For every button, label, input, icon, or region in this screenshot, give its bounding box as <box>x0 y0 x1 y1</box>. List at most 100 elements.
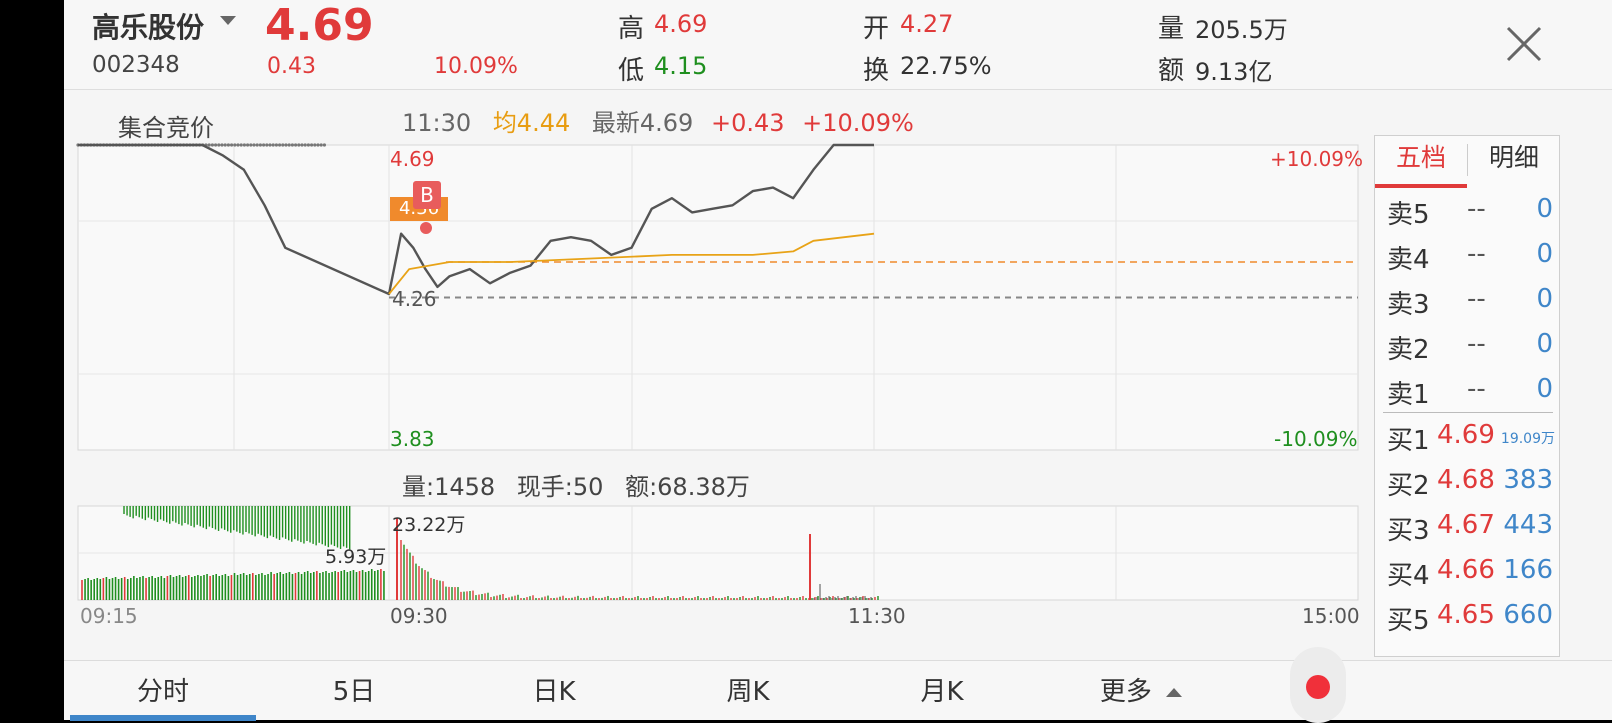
order-book-panel: 五档 明细 卖5 -- 0 卖4 -- 0 卖3 -- 0 卖2 -- 0 卖1… <box>1374 135 1560 657</box>
tab-intraday[interactable]: 分时 <box>136 677 189 707</box>
current-price: 4.69 <box>265 0 374 51</box>
ask-row-4: 卖4 -- 0 <box>1375 233 1561 278</box>
auction-price-dot <box>265 143 269 147</box>
tab-monthly-k[interactable]: 月K <box>920 677 964 707</box>
bid-price: 4.66 <box>1437 555 1495 585</box>
bid-row-5: 买5 4.65 660 <box>1375 594 1561 639</box>
book-divider <box>1383 412 1553 413</box>
info-avg: 均4.44 <box>492 109 571 137</box>
auction-price-dot <box>236 143 240 147</box>
stock-code: 002348 <box>92 52 180 78</box>
ask-label: 卖1 <box>1387 380 1430 410</box>
pct-high-label: +10.09% <box>1270 147 1364 171</box>
auction-price-dot <box>313 143 317 147</box>
ask-label: 卖2 <box>1387 335 1430 365</box>
auction-price-dot <box>316 143 320 147</box>
auction-price-dot <box>319 143 323 147</box>
auction-price-dot <box>306 143 310 147</box>
high-value: 4.69 <box>654 10 708 38</box>
auction-price-dot <box>322 143 326 147</box>
active-tab-indicator <box>70 715 256 721</box>
turnover-label: 换 <box>863 56 890 86</box>
bid-price: 4.69 <box>1437 420 1495 450</box>
auction-price-dot <box>303 143 307 147</box>
auction-price-dot <box>290 143 294 147</box>
volume-label: 量 <box>1158 14 1185 44</box>
time-label-1500: 15:00 <box>1302 604 1360 628</box>
vol-info-hand: 现手:50 <box>516 473 604 501</box>
bid-price: 4.65 <box>1437 600 1495 630</box>
auction-price-dot <box>268 143 272 147</box>
period-tab-bar: 分时 5日 日K 周K 月K 更多 <box>64 647 1612 723</box>
tab-daily-k[interactable]: 日K <box>532 677 576 707</box>
auction-label: 集合竞价 <box>118 114 214 142</box>
info-change: +0.43 <box>710 109 785 137</box>
auction-price-dot <box>310 143 314 147</box>
ask-price: -- <box>1467 284 1486 314</box>
bid-volume: 166 <box>1503 555 1553 585</box>
amount-label: 额 <box>1158 56 1185 86</box>
auction-price-dot <box>284 143 288 147</box>
info-latest: 最新4.69 <box>591 109 694 137</box>
ask-volume: 0 <box>1536 374 1553 404</box>
close-icon[interactable] <box>1506 26 1542 62</box>
auction-price-dot <box>281 143 285 147</box>
time-label-1130: 11:30 <box>848 604 906 628</box>
auction-price-dot <box>287 143 291 147</box>
low-value: 4.15 <box>654 52 708 80</box>
bid-price: 4.67 <box>1437 510 1495 540</box>
tab-divider <box>1467 144 1468 176</box>
stock-detail-screen: 高乐股份 002348 4.69 0.43 10.09% 高 4.69 低 4.… <box>64 0 1612 723</box>
auction-price-dot <box>262 143 266 147</box>
price-line <box>78 143 874 296</box>
bid-label: 买1 <box>1387 426 1430 456</box>
price-low-label: 3.83 <box>390 427 435 451</box>
ask-volume: 0 <box>1536 194 1553 224</box>
auction-price-dot <box>249 143 253 147</box>
auction-price-dot <box>239 143 243 147</box>
bid-label: 买3 <box>1387 516 1430 546</box>
auction-price-dot <box>230 143 234 147</box>
stock-name[interactable]: 高乐股份 <box>92 11 205 44</box>
bid-volume: 443 <box>1503 510 1553 540</box>
high-label: 高 <box>618 14 645 44</box>
intraday-chart[interactable] <box>64 0 1374 650</box>
tab-weekly-k[interactable]: 周K <box>726 677 770 707</box>
bid-volume: 660 <box>1503 600 1553 630</box>
record-button[interactable] <box>1290 647 1346 723</box>
chevron-down-icon[interactable] <box>220 16 236 25</box>
ask-volume: 0 <box>1536 284 1553 314</box>
buy-marker-badge[interactable]: B <box>413 181 441 209</box>
price-panel-frame <box>77 144 1359 451</box>
auction-price-dot <box>207 143 211 147</box>
tab-more-label: 更多 <box>1099 677 1152 707</box>
auction-price-dot <box>242 143 246 147</box>
amount-value: 9.13亿 <box>1195 58 1273 86</box>
prev-close-label: 4.26 <box>392 287 437 311</box>
bid-price: 4.68 <box>1437 465 1495 495</box>
tab-details[interactable]: 明细 <box>1488 143 1539 172</box>
auction-price-dot <box>217 143 221 147</box>
tab-5day[interactable]: 5日 <box>332 677 376 707</box>
auction-price-dot <box>210 143 214 147</box>
time-label-0915: 09:15 <box>80 604 138 628</box>
bid-volume: 383 <box>1503 465 1553 495</box>
auction-price-dot <box>294 143 298 147</box>
tab-more[interactable]: 更多 <box>1086 671 1196 708</box>
auction-price-dot <box>278 143 282 147</box>
quote-header: 高乐股份 002348 4.69 0.43 10.09% 高 4.69 低 4.… <box>64 0 1612 90</box>
ask-price: -- <box>1467 194 1486 224</box>
tab-five-levels[interactable]: 五档 <box>1375 136 1467 188</box>
turnover-value: 22.75% <box>900 52 992 80</box>
chevron-up-icon <box>1166 688 1183 697</box>
auction-price-dot <box>271 143 275 147</box>
low-label: 低 <box>618 56 645 86</box>
chart-info-bar: 11:30 均4.44 最新4.69 +0.43 +10.09% <box>402 103 914 138</box>
open-label: 开 <box>863 14 890 44</box>
ask-row-2: 卖2 -- 0 <box>1375 323 1561 368</box>
info-time: 11:30 <box>402 109 472 137</box>
volume-info-bar: 量:1458 现手:50 额:68.38万 <box>402 467 750 502</box>
ask-volume: 0 <box>1536 239 1553 269</box>
ask-price: -- <box>1467 329 1486 359</box>
price-high-label: 4.69 <box>390 147 435 171</box>
